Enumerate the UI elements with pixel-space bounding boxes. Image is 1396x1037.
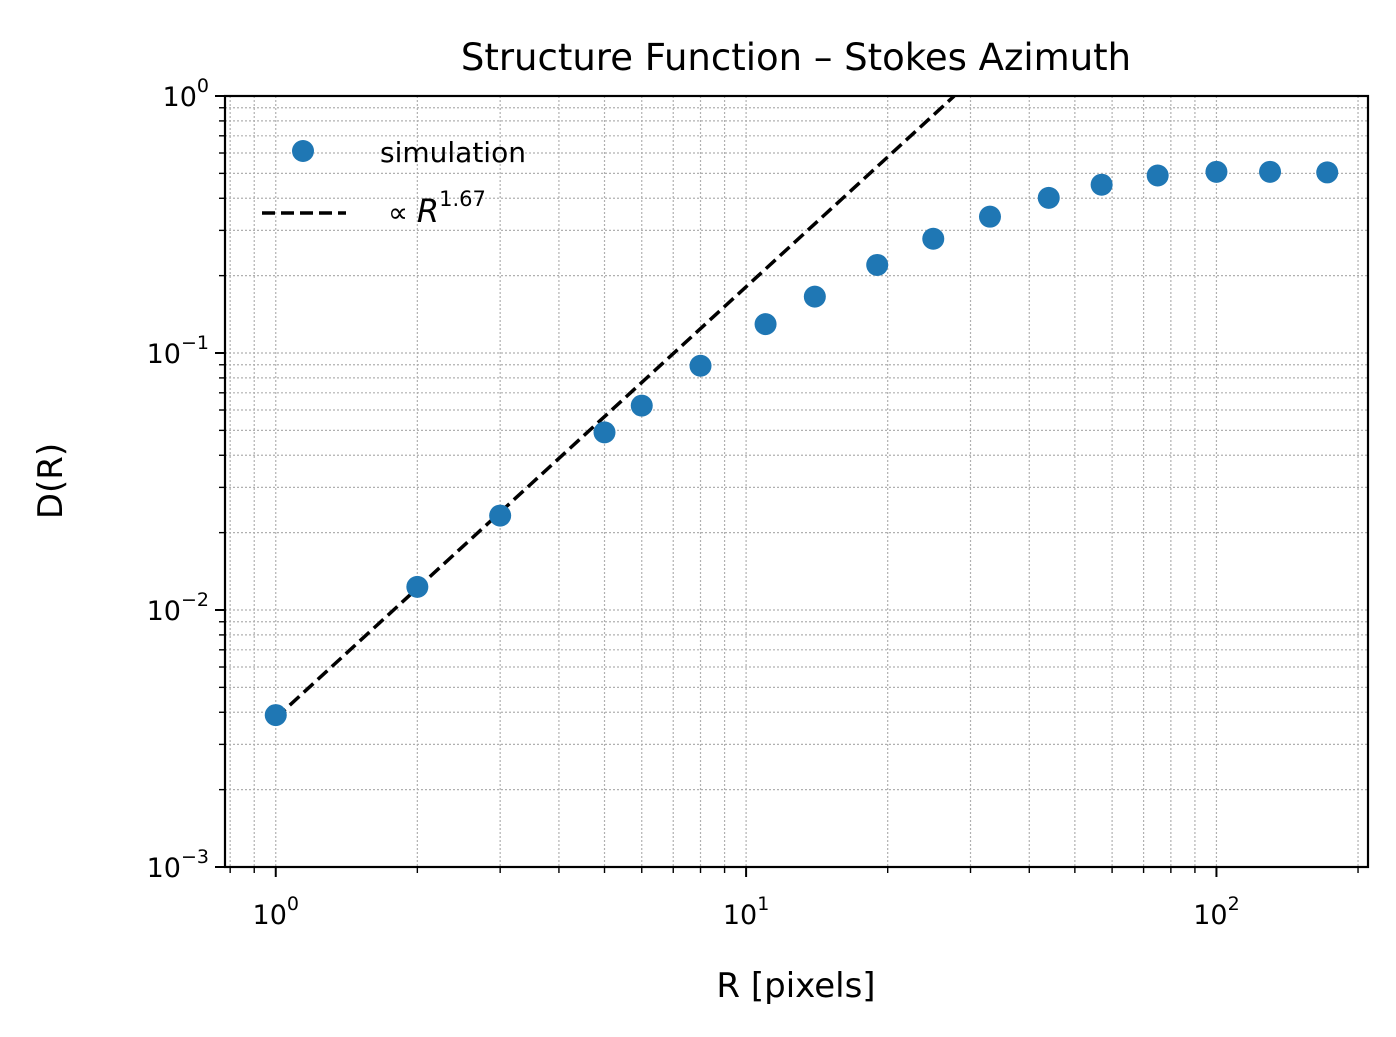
legend-marker-simulation [292, 140, 314, 162]
x-tick-label: 102 [1193, 893, 1239, 931]
simulation-point [1090, 173, 1113, 196]
x-tick-label: 101 [723, 893, 769, 931]
x-axis: 100 101 102 [229, 867, 1359, 931]
simulation-point [406, 575, 429, 598]
simulation-point [593, 421, 616, 444]
grid [225, 96, 1368, 867]
legend-label-simulation: simulation [380, 136, 526, 169]
simulation-point [689, 354, 712, 377]
simulation-point [1316, 161, 1339, 184]
y-tick-label: 10−1 [147, 332, 209, 370]
simulation-point [978, 205, 1001, 228]
legend-proportional-symbol: ∝ [388, 196, 417, 229]
y-axis-label: D(R) [31, 443, 71, 519]
simulation-point [630, 394, 653, 417]
y-tick-label: 10−3 [147, 846, 209, 884]
simulation-point [754, 313, 777, 336]
simulation-point [866, 253, 889, 276]
y-tick-label: 10−2 [147, 589, 209, 627]
y-tick-label: 100 [163, 75, 209, 113]
legend-label-power-law: ∝ R1.67 [388, 187, 486, 230]
legend: simulation ∝ R1.67 [262, 136, 526, 230]
simulation-point [264, 704, 287, 727]
simulation-point [922, 227, 945, 250]
legend-variable: R [417, 192, 439, 230]
simulation-point [803, 285, 826, 308]
simulation-point [1259, 160, 1282, 183]
legend-exponent: 1.67 [439, 187, 486, 211]
y-axis: 10−3 10−2 10−1 100 [147, 75, 225, 884]
power-law-line [274, 96, 956, 720]
plot-series [264, 96, 1339, 727]
simulation-point [1146, 164, 1169, 187]
plot-background [225, 96, 1368, 867]
x-axis-label: R [pixels] [716, 966, 875, 1006]
x-tick-label: 100 [253, 893, 299, 931]
chart-title: Structure Function – Stokes Azimuth [461, 36, 1131, 79]
simulation-point [1205, 160, 1228, 183]
plot-frame [223, 94, 1370, 869]
simulation-point [489, 504, 512, 527]
simulation-point [1037, 186, 1060, 209]
